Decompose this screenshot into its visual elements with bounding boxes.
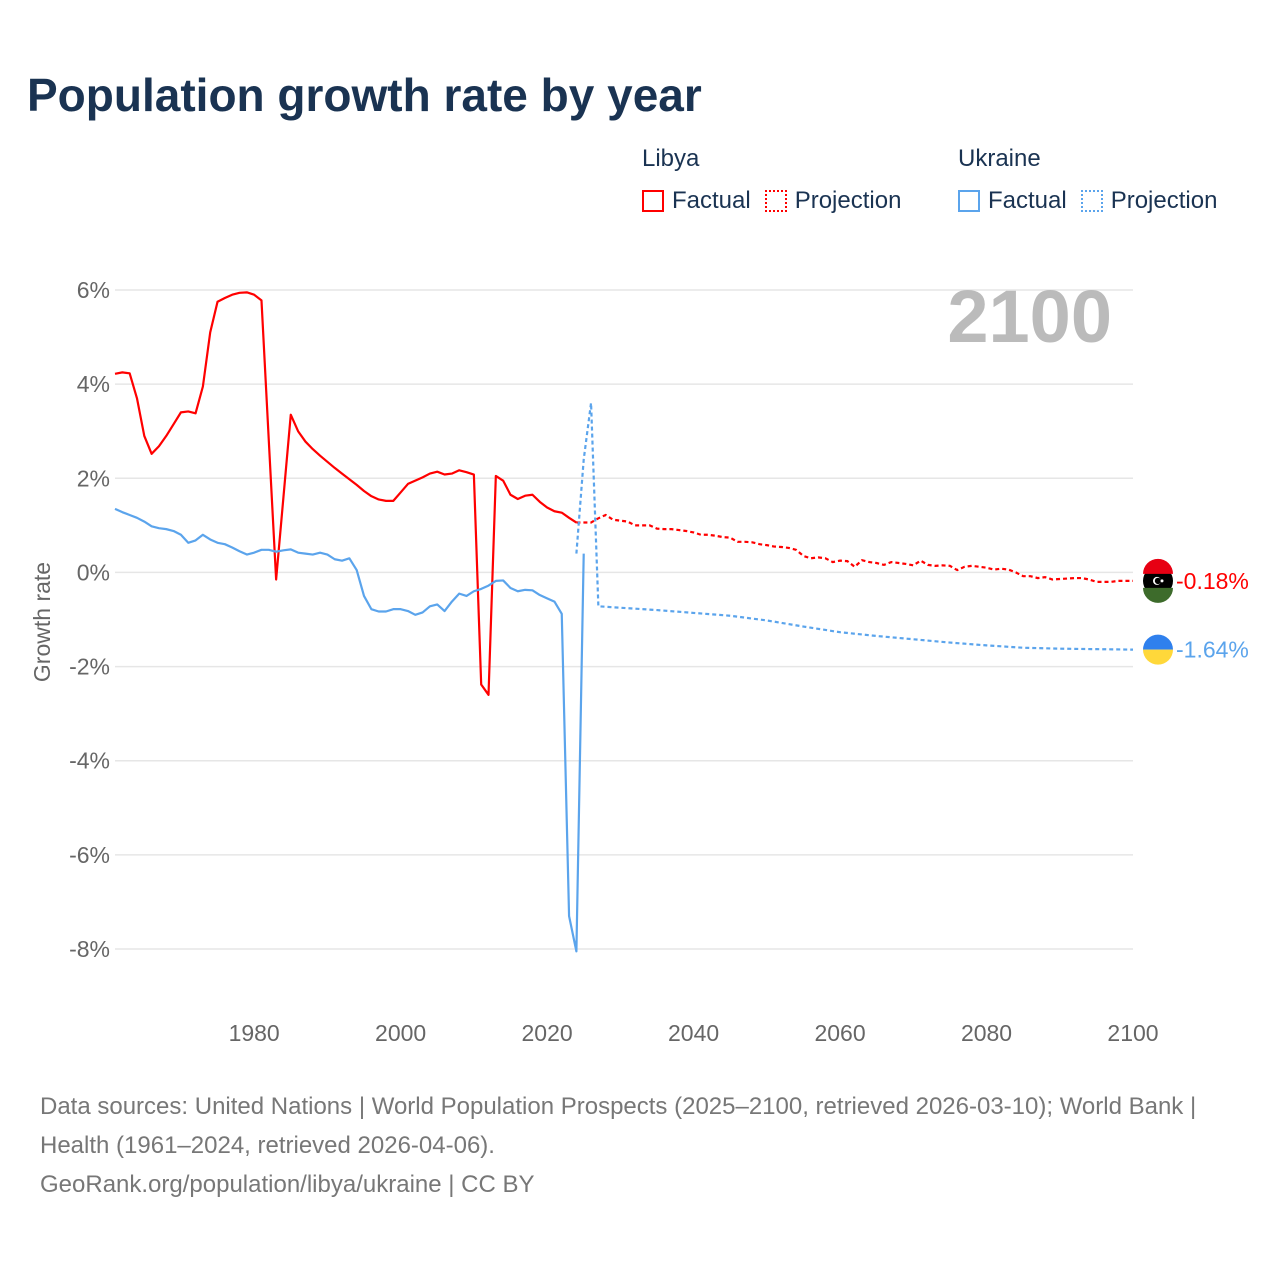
y-tick-label: -6% — [69, 842, 110, 868]
y-tick-label: -2% — [69, 654, 110, 680]
x-tick-label: 2020 — [522, 1020, 573, 1046]
dotted-swatch-icon — [1080, 190, 1103, 212]
y-tick-label: 2% — [77, 465, 110, 491]
legend-label: Projection — [1110, 187, 1218, 214]
chart-title: Population growth rate by year — [27, 69, 702, 121]
data-sources: Data sources: United Nations | World Pop… — [40, 1093, 1197, 1159]
legend-ukraine-factual[interactable]: Factual — [958, 187, 1067, 215]
y-tick-label: -4% — [69, 748, 110, 774]
solid-swatch-icon — [958, 190, 980, 212]
legend-ukraine: Ukraine Factual Projection — [958, 145, 1217, 219]
flag-blue-half — [1143, 634, 1173, 650]
ukraine-end-label: -1.64% — [1176, 637, 1249, 663]
legend-libya: Libya Factual Projection — [642, 145, 915, 219]
libya-factual-line — [114, 291, 577, 696]
y-tick-label: 6% — [77, 277, 110, 303]
star-icon — [1160, 579, 1164, 583]
ukraine-factual-line — [114, 507, 585, 953]
y-tick-label: -8% — [69, 936, 110, 962]
footer: Data sources: United Nations | World Pop… — [40, 1087, 1240, 1204]
legend-ukraine-projection[interactable]: Projection — [1080, 187, 1218, 215]
libya-end-label: -0.18% — [1176, 568, 1249, 594]
x-tick-label: 2080 — [961, 1020, 1012, 1046]
ukraine-projection-line — [575, 402, 1134, 651]
ukraine-flag-icon — [1143, 634, 1173, 665]
legend-label: Projection — [794, 187, 902, 214]
y-axis-label: Growth rate — [29, 562, 55, 682]
legend-ukraine-name: Ukraine — [958, 145, 1041, 172]
crescent-cut — [1154, 577, 1162, 585]
x-tick-label: 2100 — [1107, 1020, 1158, 1046]
libya-flag-icon — [1143, 558, 1173, 603]
legend-libya-factual[interactable]: Factual — [642, 187, 751, 215]
flag-yellow-half — [1143, 649, 1173, 665]
legend-libya-projection[interactable]: Projection — [764, 187, 902, 215]
x-tick-label: 2060 — [814, 1020, 865, 1046]
legend-label: Factual — [672, 187, 751, 214]
credit-link[interactable]: GeoRank.org/population/libya/ukraine | C… — [40, 1171, 535, 1198]
x-tick-label: 2040 — [668, 1020, 719, 1046]
chart-area: 6% 4% 2% 0% -2% -4% -6% -8% 1980 2000 2020 2040 2060… — [29, 275, 1249, 1046]
flag-red-band — [1143, 558, 1173, 574]
dotted-swatch-icon — [764, 190, 787, 212]
y-tick-label: 4% — [77, 371, 110, 397]
year-overlay: 2100 — [947, 275, 1112, 358]
legend-label: Factual — [988, 187, 1067, 214]
y-tick-label: 0% — [77, 559, 110, 585]
flag-green-band — [1143, 587, 1173, 603]
x-tick-label: 1980 — [229, 1020, 280, 1046]
solid-swatch-icon — [642, 190, 664, 212]
legend-libya-name: Libya — [642, 145, 700, 172]
x-tick-label: 2000 — [375, 1020, 426, 1046]
